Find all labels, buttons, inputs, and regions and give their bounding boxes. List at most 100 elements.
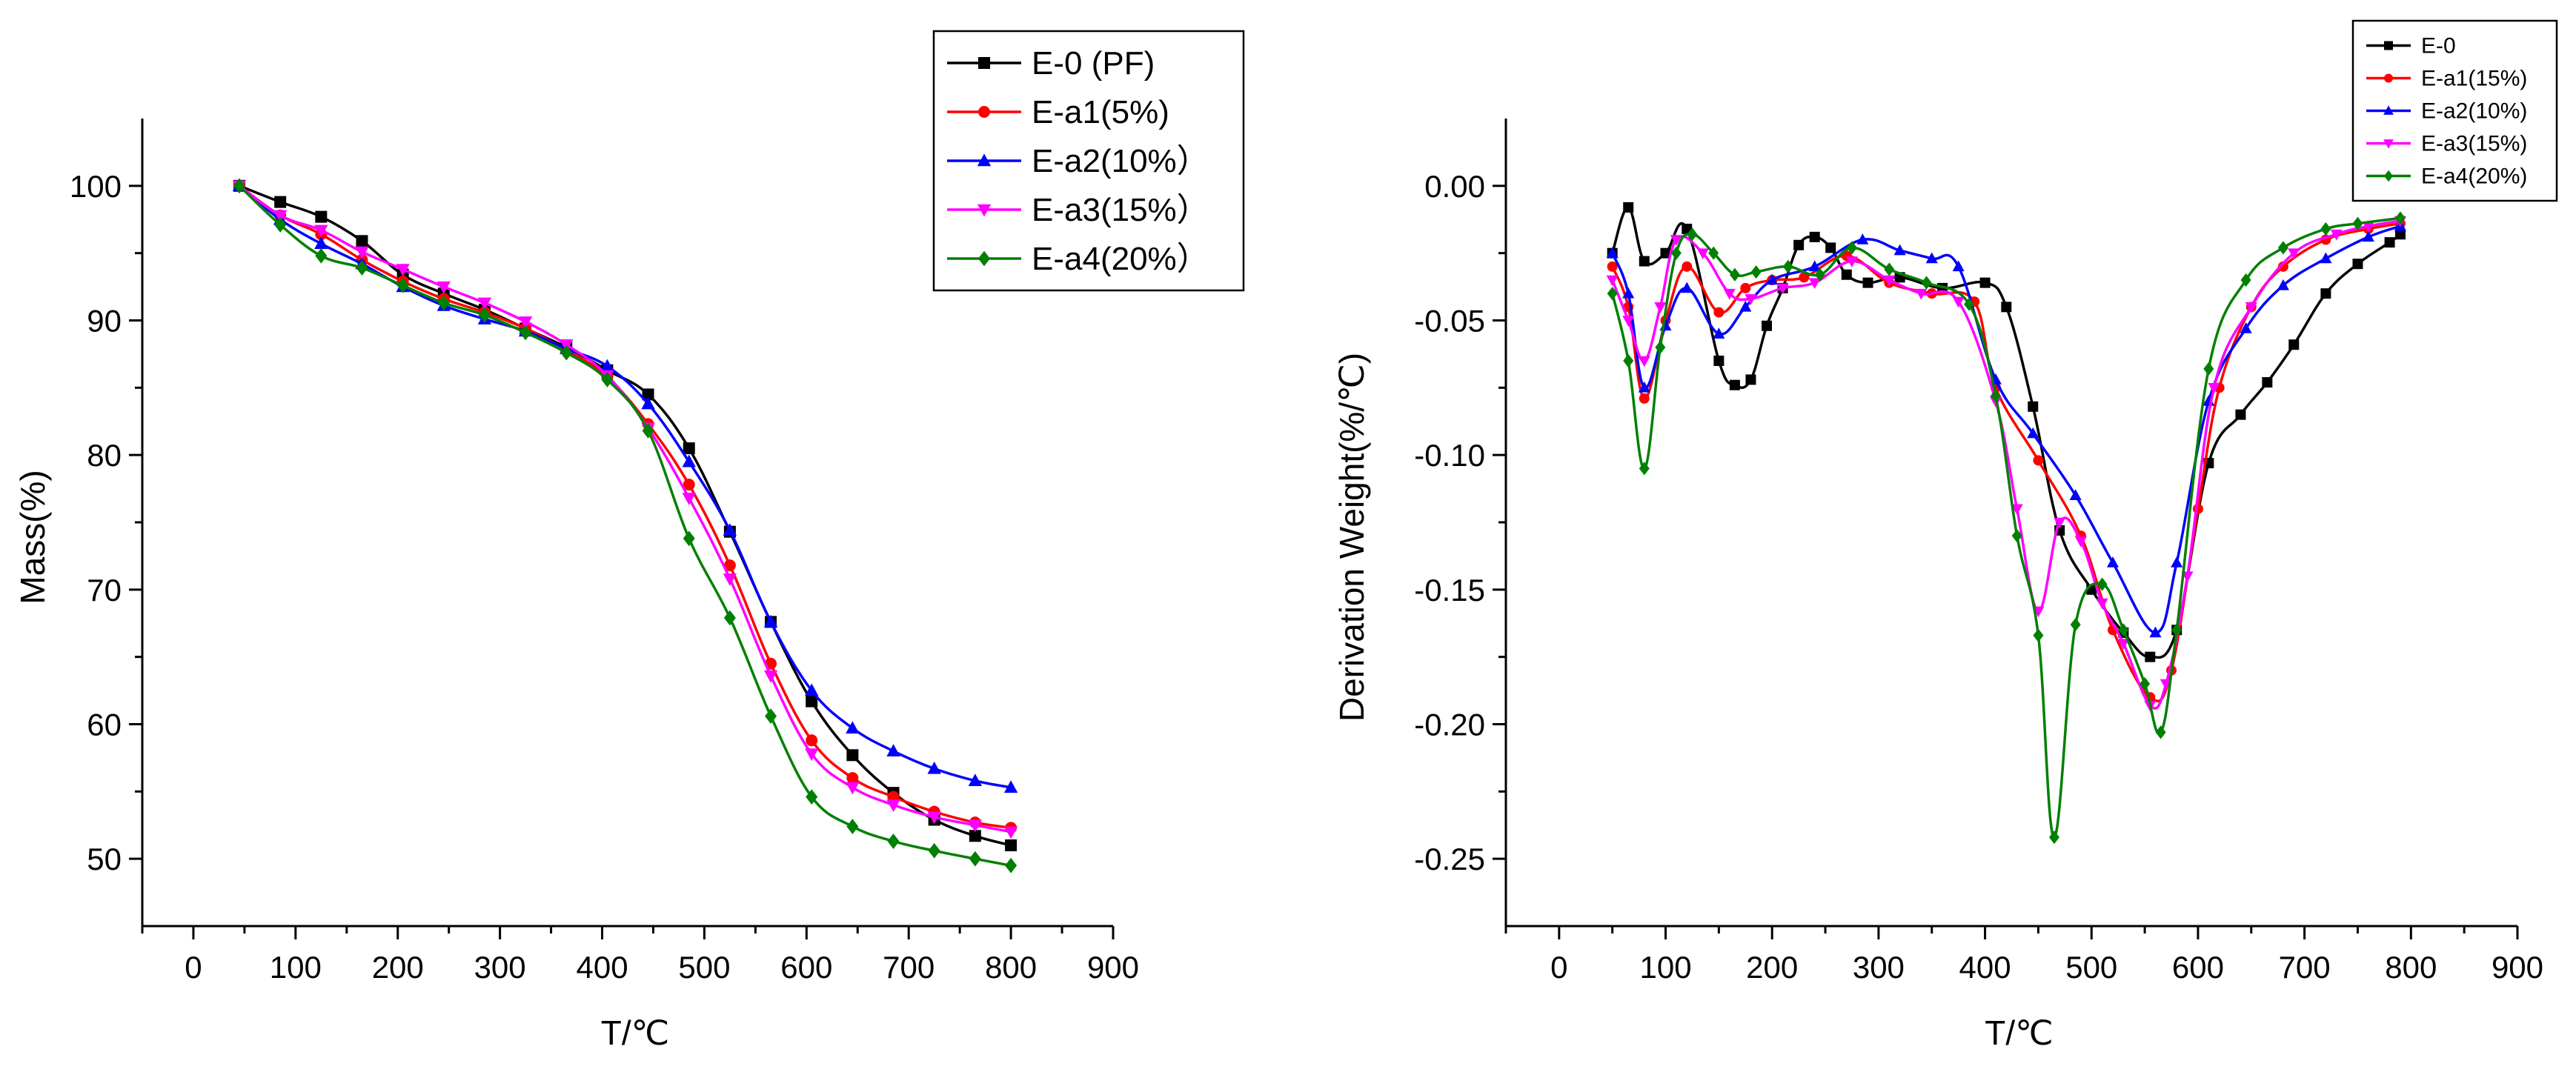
data-point bbox=[2140, 676, 2151, 691]
data-point bbox=[2074, 536, 2087, 548]
data-point bbox=[274, 196, 287, 208]
data-point bbox=[396, 264, 410, 277]
data-point bbox=[1623, 202, 1634, 213]
data-point bbox=[1799, 272, 1810, 283]
x-tick-label: 600 bbox=[2172, 950, 2224, 985]
data-point bbox=[2240, 273, 2251, 287]
data-point bbox=[683, 479, 695, 491]
data-point bbox=[1825, 242, 1836, 253]
data-point bbox=[1856, 233, 1869, 244]
data-point bbox=[1952, 260, 1965, 272]
data-point bbox=[315, 210, 328, 223]
data-point bbox=[355, 246, 369, 259]
data-point bbox=[928, 842, 940, 859]
data-point bbox=[1740, 282, 1751, 293]
data-point bbox=[1607, 287, 1618, 301]
series-e-a1-5 bbox=[233, 179, 1018, 834]
data-point bbox=[437, 295, 450, 311]
data-point bbox=[1638, 381, 1650, 393]
series-e-0 bbox=[1607, 202, 2406, 662]
data-point bbox=[1745, 294, 1757, 305]
legend-marker bbox=[2383, 139, 2394, 149]
data-point bbox=[1782, 259, 1793, 273]
data-point bbox=[356, 235, 368, 247]
data-point bbox=[1776, 283, 1789, 295]
data-point bbox=[396, 277, 409, 293]
data-point bbox=[1723, 288, 1736, 300]
data-point bbox=[765, 708, 777, 724]
data-point bbox=[1622, 287, 1635, 299]
data-point bbox=[2352, 259, 2363, 270]
legend-label: E-a1(5%) bbox=[1032, 94, 1169, 130]
data-point bbox=[682, 454, 696, 467]
x-tick-label: 200 bbox=[1746, 950, 1798, 985]
series-e-a3-15 bbox=[232, 180, 1018, 839]
legend-label: E-a1(15%) bbox=[2421, 67, 2527, 91]
chart-panel-derivative-weight: 0 100 200 300 400 500 600 700 800 900 0.00 -0.05 -0.… bbox=[1332, 19, 2558, 1052]
data-point bbox=[682, 493, 696, 505]
data-point bbox=[968, 773, 983, 786]
data-point bbox=[806, 734, 818, 747]
data-point bbox=[1884, 262, 1895, 276]
y-tick-label: 70 bbox=[87, 573, 122, 608]
data-point bbox=[1681, 282, 1693, 293]
series-line bbox=[238, 184, 1012, 789]
legend-label: E-a3(15%） bbox=[1032, 192, 1209, 228]
data-point bbox=[846, 772, 859, 785]
data-point bbox=[1808, 260, 1821, 272]
legend-marker bbox=[2384, 73, 2393, 83]
data-point bbox=[274, 217, 287, 233]
data-point bbox=[2070, 617, 2081, 632]
y-tick-label: 100 bbox=[70, 169, 122, 204]
y-axis-title: Mass(%) bbox=[13, 470, 52, 604]
data-point bbox=[2106, 556, 2119, 568]
data-point bbox=[2262, 377, 2273, 388]
series-line bbox=[238, 184, 1012, 833]
legend-label: E-a2(10%） bbox=[1032, 143, 1209, 179]
data-point bbox=[2171, 623, 2182, 637]
chart-panel-mass: 0 100 200 300 400 500 600 700 800 900 50 60 70 80 90 10… bbox=[13, 30, 1245, 1052]
data-point bbox=[1639, 393, 1650, 404]
data-point bbox=[1655, 340, 1666, 354]
data-point bbox=[1893, 244, 1906, 256]
data-point bbox=[314, 236, 328, 250]
x-tick-label: 200 bbox=[372, 950, 424, 985]
data-point bbox=[805, 683, 819, 696]
data-point bbox=[1696, 248, 1709, 260]
data-point bbox=[2011, 504, 2023, 516]
x-axis-title: T/℃ bbox=[601, 1014, 670, 1052]
legend-label: E-a2(10%) bbox=[2421, 99, 2527, 124]
data-point bbox=[1682, 261, 1693, 272]
data-point bbox=[600, 359, 614, 372]
x-axis-title: T/℃ bbox=[1985, 1014, 2054, 1052]
legend-label: E-a4(20%） bbox=[1032, 241, 1209, 277]
data-point bbox=[2097, 577, 2108, 591]
data-point bbox=[805, 748, 819, 762]
x-tick-label: 0 bbox=[1550, 950, 1567, 985]
data-point bbox=[2277, 241, 2288, 255]
x-tick-label: 900 bbox=[2492, 950, 2543, 985]
data-point bbox=[2352, 216, 2363, 230]
data-point bbox=[2320, 222, 2331, 236]
x-tick-label: 800 bbox=[2385, 950, 2437, 985]
data-point bbox=[641, 396, 655, 410]
data-point bbox=[723, 523, 737, 536]
y-tick-label: 90 bbox=[87, 304, 122, 339]
data-point bbox=[1687, 227, 1698, 242]
data-point bbox=[1915, 288, 1928, 300]
data-point bbox=[683, 442, 695, 455]
data-point bbox=[1846, 241, 1857, 255]
y-tick-label: -0.25 bbox=[1414, 842, 1485, 876]
data-point bbox=[1660, 247, 1671, 259]
data-point bbox=[642, 423, 654, 439]
legend-marker bbox=[2384, 41, 2393, 50]
y-axis-title: Derivation Weight(%/℃) bbox=[1332, 353, 1371, 722]
x-tick-label: 300 bbox=[474, 950, 526, 985]
data-point bbox=[886, 744, 900, 757]
y-tick-label: 0.00 bbox=[1424, 169, 1485, 204]
data-point bbox=[519, 325, 532, 341]
data-point bbox=[2145, 651, 2156, 662]
data-point bbox=[1845, 256, 1859, 267]
data-point bbox=[2288, 248, 2300, 260]
data-point bbox=[2235, 409, 2246, 420]
